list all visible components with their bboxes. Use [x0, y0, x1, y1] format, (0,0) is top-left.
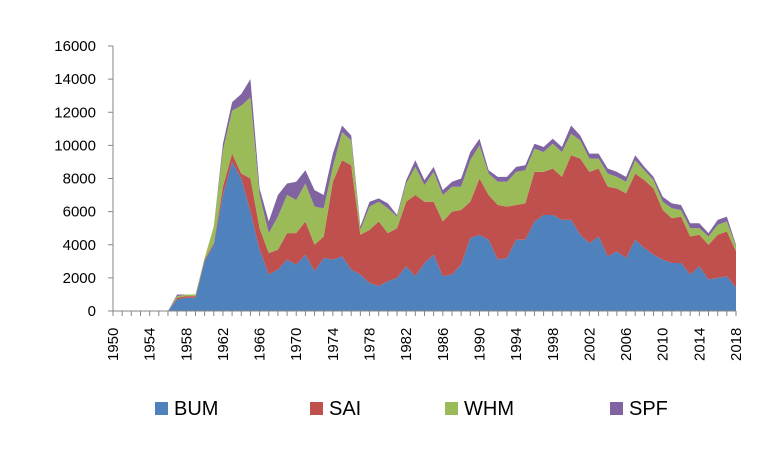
x-tick-label: 1994: [508, 328, 525, 361]
legend-swatch-spf: [610, 402, 623, 415]
x-tick-label: 2014: [691, 328, 708, 361]
x-tick-label: 1998: [545, 328, 562, 361]
x-tick-label: 1990: [471, 328, 488, 361]
legend: BUM SAI WHM SPF: [155, 398, 668, 420]
x-tick-label: 1978: [362, 328, 379, 361]
y-tick-label: 14000: [54, 71, 96, 88]
y-tick-label: 8000: [63, 171, 96, 188]
x-tick-label: 1982: [398, 328, 415, 361]
legend-label-bum: BUM: [174, 398, 218, 420]
x-tick-label: 1962: [215, 328, 232, 361]
x-tick-label: 2002: [581, 328, 598, 361]
area-spf: [113, 79, 736, 311]
y-tick-label: 12000: [54, 104, 96, 121]
x-tick-label: 1974: [325, 328, 342, 361]
legend-label-sai: SAI: [329, 398, 361, 420]
x-tick-label: 1966: [252, 328, 269, 361]
x-tick-labels: 1950 1954 1958 1962 1966 1970 1974 1978 1982 1986…: [105, 328, 745, 361]
axes: [108, 45, 737, 316]
legend-label-spf: SPF: [629, 398, 668, 420]
x-tick-label: 2006: [618, 328, 635, 361]
y-tick-label: 6000: [63, 204, 96, 221]
x-tick-label: 1986: [435, 328, 452, 361]
x-tick-label: 1970: [288, 328, 305, 361]
y-tick-label: 0: [88, 303, 96, 320]
x-tick-label: 1958: [178, 328, 195, 361]
x-tick-label: 2010: [655, 328, 672, 361]
area-layers: [113, 79, 736, 311]
y-tick-label: 16000: [54, 38, 96, 55]
area-sai: [113, 153, 736, 311]
x-tick-label: 2018: [728, 328, 745, 361]
legend-label-whm: WHM: [464, 398, 514, 420]
legend-swatch-sai: [310, 402, 323, 415]
legend-swatch-bum: [155, 402, 168, 415]
y-tick-label: 4000: [63, 237, 96, 254]
y-tick-labels: 0 2000 4000 6000 8000 10000 12000 14000 16000: [54, 38, 96, 320]
area-bum: [113, 161, 736, 311]
y-tick-label: 2000: [63, 270, 96, 287]
x-tick-label: 1954: [142, 328, 159, 361]
area-whm: [113, 97, 736, 311]
y-tick-label: 10000: [54, 137, 96, 154]
legend-swatch-whm: [445, 402, 458, 415]
x-tick-label: 1950: [105, 328, 122, 361]
